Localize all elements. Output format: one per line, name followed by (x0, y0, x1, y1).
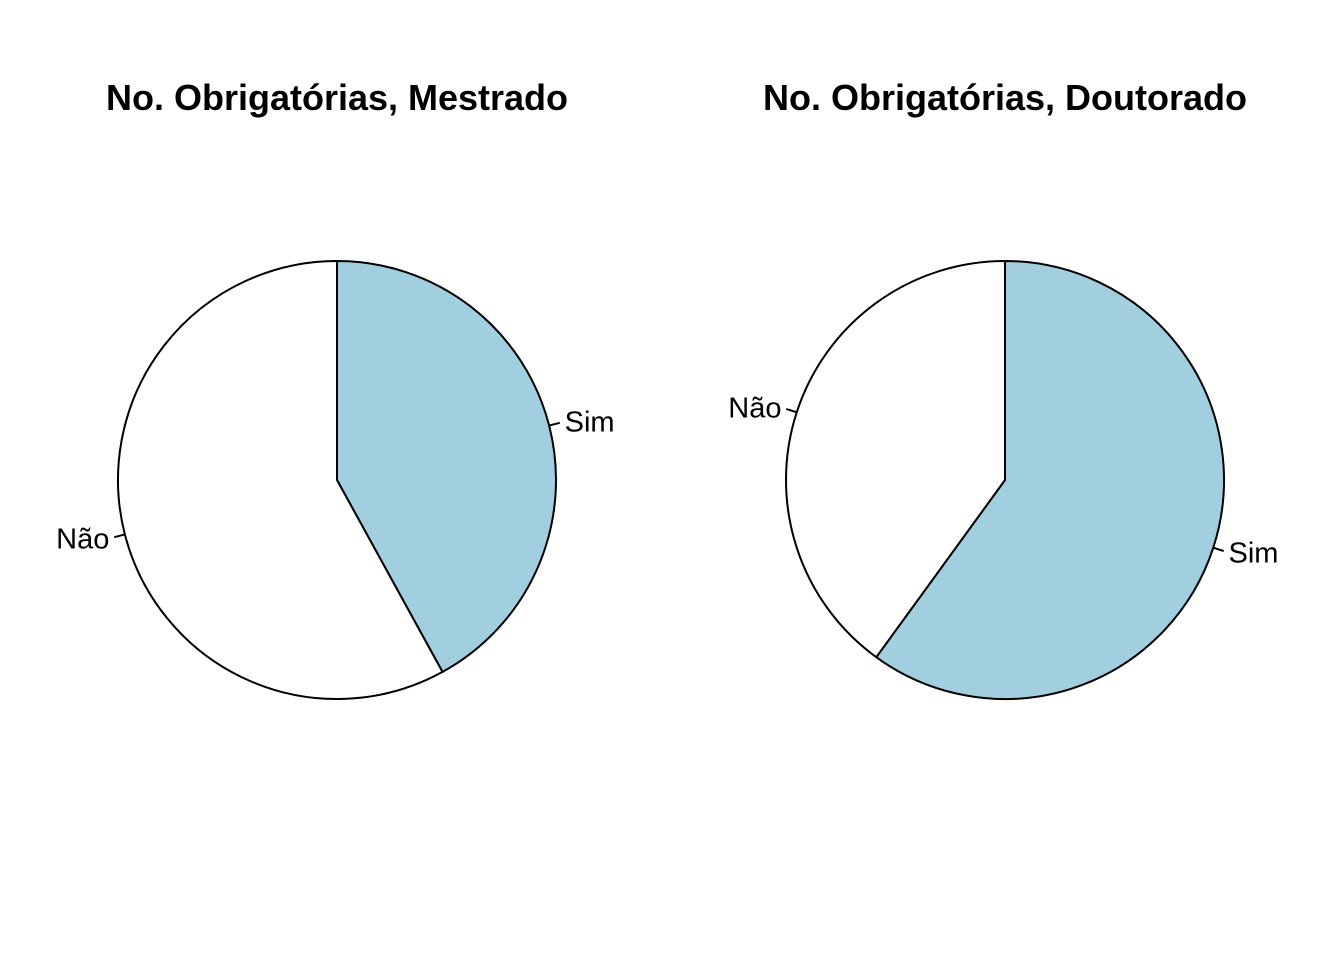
slice-label: Sim (565, 407, 615, 439)
pie-panel-doutorado: No. Obrigatórias, Doutorado Sim Não (728, 77, 1278, 700)
chart-title: No. Obrigatórias, Mestrado (106, 77, 568, 118)
slice-label: Sim (1228, 538, 1278, 570)
slice-label: Não (56, 523, 109, 555)
slice-label: Não (728, 392, 781, 424)
pie-panel-mestrado: No. Obrigatórias, Mestrado Sim Não (56, 77, 615, 700)
pie-slice-sim (875, 260, 1225, 700)
pie-slice-no-nao (785, 260, 1006, 659)
pie-slice-no-nao (117, 260, 444, 700)
chart-title: No. Obrigatórias, Doutorado (763, 77, 1247, 118)
pie-slice-sim (336, 260, 557, 673)
slice-label-tick (548, 421, 561, 427)
slice-label-tick (785, 407, 798, 414)
slice-label-tick (1212, 546, 1225, 553)
slice-label-tick (113, 533, 126, 539)
